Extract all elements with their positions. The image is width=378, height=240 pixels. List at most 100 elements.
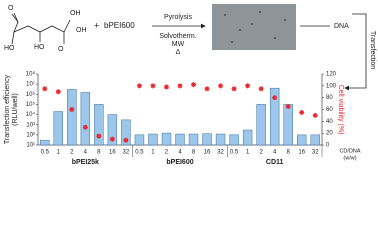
bar — [297, 134, 307, 146]
atom: OH — [76, 27, 87, 34]
tem-dots — [224, 11, 286, 43]
viability-marker — [69, 107, 75, 112]
bar — [283, 104, 293, 146]
y2-tick-label: 0 — [326, 143, 330, 149]
transfection-label: Transfection — [369, 31, 376, 69]
x-axis-label: CD/DNA — [339, 148, 360, 154]
viability-marker — [136, 83, 142, 89]
x-tick-label: 16 — [298, 150, 305, 156]
bar — [161, 132, 172, 146]
x-tick-label: 2 — [259, 150, 263, 156]
x-axis-label: (w/w) — [343, 155, 356, 161]
bar — [107, 114, 118, 146]
bar — [94, 104, 104, 146]
viability-marker — [82, 124, 88, 130]
x-tick-label: 1 — [246, 150, 250, 156]
y2-axis-label: Cell viability (%) — [337, 85, 344, 135]
viability-marker — [312, 112, 318, 118]
viability-marker — [231, 86, 237, 92]
viability-marker — [163, 84, 169, 90]
y-tick-label: 10⁷ — [26, 81, 35, 88]
y-tick-label: 10¹ — [26, 143, 35, 149]
bar — [67, 89, 77, 146]
reagent: bPEI600 — [104, 21, 135, 30]
bar — [269, 87, 280, 146]
x-tick-label: 0.5 — [230, 150, 239, 156]
y-tick-label: 10³ — [26, 122, 35, 128]
bond — [11, 31, 15, 45]
viability-marker — [96, 133, 102, 139]
arrow-label: MW — [172, 41, 185, 48]
atom: HO — [34, 44, 45, 51]
arrow-label: Solvotherm. — [159, 33, 196, 40]
bar — [175, 133, 185, 146]
viability-marker — [218, 83, 224, 89]
bond — [13, 12, 19, 23]
bar — [188, 133, 199, 146]
bar — [40, 139, 50, 146]
x-tick-label: 4 — [273, 150, 277, 156]
atom: HO — [4, 45, 15, 52]
arrow-label: Δ — [176, 49, 181, 56]
arrow — [344, 13, 367, 91]
viability-marker — [299, 109, 305, 115]
y-tick-label: 10⁴ — [26, 111, 36, 118]
viability-marker — [177, 83, 183, 89]
arrow-label: Pyrolysis — [164, 14, 193, 21]
group-label: CD11 — [266, 159, 284, 166]
figure: O OH HO HO O OH + bPEI600 Pyrolysis Solv… — [4, 4, 376, 166]
group-label: bPEI600 — [166, 159, 193, 166]
plus: + — [94, 20, 99, 30]
bar — [202, 133, 212, 146]
y-tick-label: 10⁵ — [26, 101, 36, 108]
x-tick-label: 4 — [84, 150, 88, 156]
atom: O — [8, 5, 14, 12]
scheme — [11, 12, 367, 91]
bar — [256, 104, 266, 146]
y-tick-label: 10⁸ — [26, 71, 36, 78]
bar — [134, 134, 145, 146]
x-tick-label: 32 — [217, 150, 224, 156]
bond — [11, 13, 71, 33]
x-tick-label: 4 — [178, 150, 182, 156]
tem-image — [212, 4, 296, 50]
atom: O — [58, 46, 64, 53]
viability-marker — [123, 137, 129, 143]
y2-tick-label: 20 — [326, 131, 333, 137]
viability-marker — [245, 83, 251, 89]
viability-marker — [109, 136, 115, 142]
viability-marker — [55, 89, 61, 95]
viability-marker — [191, 82, 197, 88]
viability-marker — [204, 86, 210, 92]
y-tick-label: 10² — [26, 132, 35, 138]
x-tick-label: 8 — [287, 150, 291, 156]
x-tick-label: 0.5 — [135, 150, 144, 156]
y2-tick-label: 120 — [326, 72, 337, 78]
x-tick-label: 1 — [57, 150, 61, 156]
y2-tick-label: 40 — [326, 119, 333, 125]
x-tick-label: 2 — [70, 150, 74, 156]
viability-marker — [285, 104, 291, 110]
viability-marker — [258, 86, 264, 92]
bar — [215, 133, 226, 146]
bar — [148, 133, 158, 146]
bar — [121, 119, 131, 146]
chart: 10¹ 10² 10³ 10⁴ 10⁵ 10⁶ 10⁷ 10⁸ 0 20 40 60 80 100 120 T… — [4, 71, 361, 166]
x-tick-label: 1 — [151, 150, 155, 156]
x-tick-label: 0.5 — [41, 150, 50, 156]
x-tick-label: 8 — [192, 150, 196, 156]
viability-marker — [272, 95, 278, 101]
x-tick-label: 16 — [204, 150, 211, 156]
bar — [310, 134, 320, 146]
y-tick-label: 10⁶ — [26, 91, 36, 98]
viability-marker — [42, 86, 48, 92]
atom: OH — [70, 10, 81, 17]
y-axis-label: (RLU/well) — [12, 93, 19, 126]
bar — [229, 134, 239, 146]
bar — [80, 92, 91, 146]
x-tick-label: 32 — [123, 150, 130, 156]
x-tick-label: 32 — [312, 150, 319, 156]
group-label: bPEI25k — [72, 159, 99, 166]
bar — [242, 129, 253, 146]
viability-marker — [150, 83, 156, 89]
